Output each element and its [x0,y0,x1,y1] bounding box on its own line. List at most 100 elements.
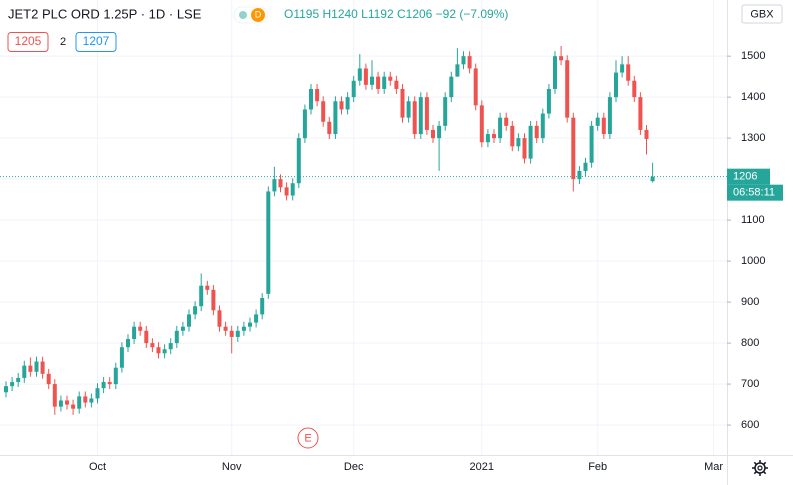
candle-body [101,382,106,389]
candle-body [241,326,246,331]
symbol-title: JET2 PLC ORD 1.25P · 1D · LSE [8,6,202,21]
candle-body [119,347,124,368]
countdown-label: 06:58:11 [733,187,775,199]
candle-body [223,326,228,331]
ohlc-legend: O1195 H1240 L1192 C1206 −92 (−7.09%) [284,7,508,21]
ask-button[interactable] [75,32,117,52]
last-price-tag [727,168,770,185]
candle-body [321,101,326,122]
x-tick-label: Mar [704,461,723,473]
candle-body [284,187,289,196]
candle-body [370,76,374,85]
candle-body [162,349,167,354]
candle-body [52,384,57,407]
candle-body [400,88,405,118]
candle-body [254,314,259,323]
last-price-label: 1206 [733,171,757,183]
candle-body [77,396,82,409]
candle-body [431,129,435,139]
y-tick-label: 700 [741,378,759,390]
candle-body [180,326,185,331]
candle-body [16,377,21,383]
bid-button[interactable] [7,32,49,52]
candle-body [193,306,198,315]
currency-box[interactable] [741,4,783,24]
grid [0,0,727,455]
candle-body [168,343,173,350]
candle-body [138,326,143,331]
candle-body [333,101,338,135]
candle-body [272,179,277,192]
gear-hub[interactable] [757,465,763,471]
status-dot [239,11,247,19]
candle-body [58,400,63,407]
countdown-tag [727,184,783,201]
candle-body [626,64,631,81]
candle-body [644,129,649,139]
x-tick-label: 2021 [470,461,494,473]
candle-body [187,314,191,327]
candle-body [559,56,564,61]
y-tick-label: 600 [741,419,759,431]
candle-body [89,398,94,403]
candle-body [211,289,216,311]
settings-icon[interactable] [752,460,768,476]
candle-body [553,56,557,89]
candle-body [217,310,222,327]
candle-body [339,101,344,110]
candle-body [601,117,606,135]
y-tick-label: 800 [741,337,759,349]
y-tick-label: 1400 [741,91,765,103]
badge: D [255,9,262,19]
candle-body [351,80,356,98]
candle-body [510,125,515,147]
candle-body [95,388,100,399]
x-tick-label: Oct [89,461,106,473]
candle-body [345,97,350,110]
candle-body [199,285,204,307]
candle-body [516,138,521,147]
candle-body [107,382,112,385]
candle-body [126,338,130,348]
candle-body [607,97,612,135]
candle-body [540,113,545,139]
candle-body [34,361,39,372]
candle-body [260,298,265,315]
candle-body [443,97,448,126]
candle-body [406,101,411,118]
candle-body [437,125,442,139]
candle-body [412,101,417,135]
earnings-label[interactable]: E [304,432,311,444]
candle-body [479,105,484,143]
candle-body [83,396,88,403]
candle-body [266,191,271,294]
candle-body [492,134,496,139]
candle-body [455,64,460,77]
candle-body [144,330,149,344]
spread: 2 [60,36,66,48]
candle-body [46,373,51,385]
candle-body [504,117,509,126]
candle-body [302,109,307,139]
candle-body [205,285,210,290]
ask[interactable]: 1207 [83,34,110,48]
badge-circle [251,8,265,22]
candle-body [132,326,137,339]
candle-body [498,117,503,139]
currency[interactable]: GBX [750,8,774,20]
gear-teeth[interactable] [752,460,768,476]
candle-body [28,365,33,372]
bid[interactable]: 1205 [15,34,42,48]
candle-body [565,60,570,118]
candle-body [534,125,539,139]
y-tick-label: 1100 [741,214,765,226]
candle-body [309,88,313,110]
candle-body [113,367,118,385]
candle-body [248,322,252,327]
candle-body [467,56,472,69]
earnings-marker[interactable] [297,427,319,449]
candle-body [583,162,588,171]
candle-body [315,88,320,102]
candle-body [10,382,15,387]
